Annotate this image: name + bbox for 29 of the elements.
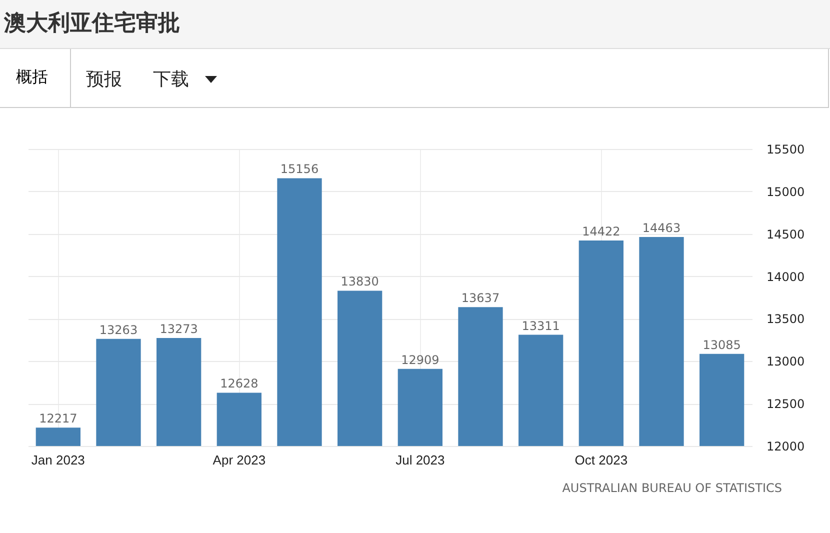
text: 概括 [16, 67, 48, 88]
x-tick-label: Oct 2023 [574, 452, 628, 468]
data-label: 12628 [220, 376, 258, 391]
text: AUSTRALIAN BUREAU OF STATISTICS [562, 481, 782, 495]
x-tick-label: Jan 2023 [31, 452, 85, 468]
x-tick-label: Jul 2023 [396, 452, 445, 468]
y-tick-label: 12500 [766, 397, 805, 412]
data-label: 13263 [99, 322, 138, 337]
y-tick-label: 15000 [766, 184, 805, 199]
data-label: 14422 [582, 224, 620, 238]
data-label: 12217 [39, 412, 78, 426]
chart-title: 澳大利亚住宅审批 [4, 10, 180, 38]
data-label: 14463 [642, 220, 681, 235]
y-tick-label: 13500 [766, 312, 805, 326]
y-tick-label: 14000 [766, 270, 805, 284]
data-label: 13273 [160, 322, 198, 336]
data-label: 13637 [461, 291, 500, 306]
data-label: 13085 [702, 338, 741, 352]
y-tick-label: 14500 [766, 227, 805, 242]
y-tick-label: 15500 [766, 142, 805, 156]
data-label: 13311 [522, 318, 560, 333]
y-tick-label: 12000 [766, 440, 805, 454]
data-label: 15156 [280, 162, 319, 176]
text: 预报 [86, 68, 122, 91]
data-label: 12909 [401, 352, 440, 367]
y-tick-label: 13000 [766, 354, 805, 369]
text: 下载 [153, 68, 189, 91]
x-tick-label: Apr 2023 [212, 452, 266, 468]
data-label: 13830 [340, 274, 379, 289]
